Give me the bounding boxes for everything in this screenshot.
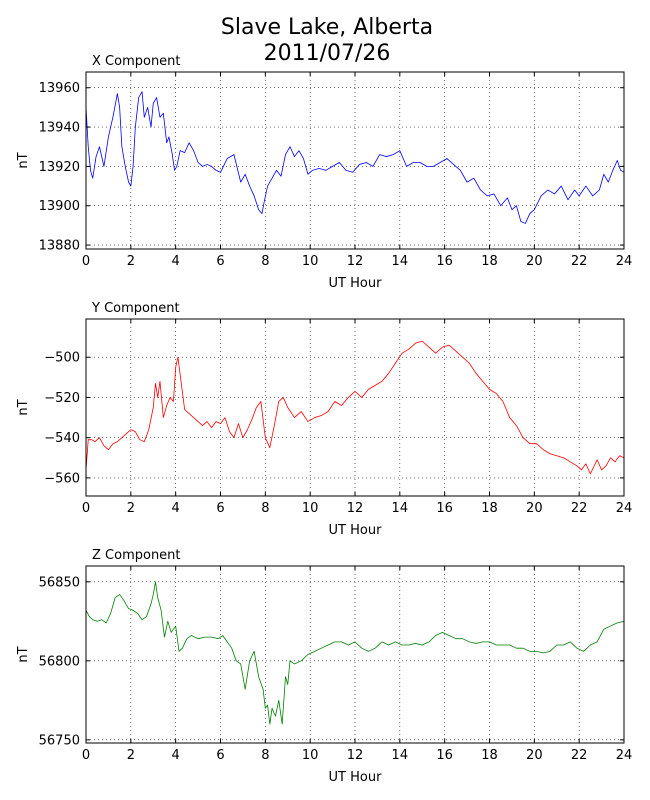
data-line-y	[85, 340, 625, 475]
x-tick-label: 18	[481, 254, 498, 269]
y-tick-label: 13940	[39, 121, 80, 136]
y-tick-label: 13880	[39, 239, 80, 254]
x-tick-label: 6	[216, 254, 224, 269]
x-tick-label: 12	[347, 748, 364, 763]
x-tick-label: 12	[347, 254, 364, 269]
figure-title-line1: Slave Lake, Alberta	[221, 15, 433, 40]
x-tick-label: 16	[436, 748, 453, 763]
y-axis-label: nT	[16, 646, 31, 662]
x-tick-label: 12	[347, 501, 364, 516]
x-tick-label: 14	[392, 748, 409, 763]
y-tick-label: 13960	[39, 81, 80, 96]
x-tick-label: 24	[616, 254, 633, 269]
x-tick-label: 22	[571, 254, 588, 269]
y-axis-label: nT	[16, 399, 31, 415]
x-tick-label: 18	[481, 748, 498, 763]
x-tick-label: 2	[127, 501, 135, 516]
x-tick-label: 8	[261, 254, 269, 269]
data-line-z	[85, 581, 625, 725]
x-tick-label: 18	[481, 501, 498, 516]
x-tick-label: 2	[127, 748, 135, 763]
x-tick-label: 4	[172, 748, 180, 763]
x-tick-label: 4	[172, 254, 180, 269]
panels-group: 0 2 4 6 8 10 12 14 16 18 20 22 241388013900139201394…	[16, 54, 632, 785]
x-tick-label: 14	[392, 501, 409, 516]
x-tick-label: 24	[616, 748, 633, 763]
x-tick-label: 6	[216, 501, 224, 516]
x-tick-label: 24	[616, 501, 633, 516]
x-tick-label: 0	[82, 748, 90, 763]
x-tick-label: 10	[302, 501, 319, 516]
y-tick-label: −520	[44, 391, 80, 406]
data-line-x	[85, 91, 625, 224]
x-tick-label: 16	[436, 501, 453, 516]
panel-x-component: 0 2 4 6 8 10 12 14 16 18 20 22 241388013900139201394…	[16, 54, 632, 291]
x-tick-label: 20	[526, 748, 543, 763]
panel-title: X Component	[92, 54, 181, 69]
x-tick-label: 10	[302, 748, 319, 763]
y-tick-label: −500	[44, 351, 80, 366]
x-axis-label: UT Hour	[329, 276, 383, 291]
x-tick-label: 22	[571, 501, 588, 516]
y-axis-label: nT	[16, 152, 31, 168]
x-tick-label: 6	[216, 748, 224, 763]
x-axis-label: UT Hour	[329, 770, 383, 785]
x-tick-label: 2	[127, 254, 135, 269]
x-tick-label: 22	[571, 748, 588, 763]
y-tick-label: 56800	[39, 654, 80, 669]
y-tick-label: 13920	[39, 160, 80, 175]
x-tick-label: 14	[392, 254, 409, 269]
panel-title: Y Component	[91, 301, 180, 316]
x-tick-label: 8	[261, 748, 269, 763]
x-tick-label: 4	[172, 501, 180, 516]
y-tick-label: 13900	[39, 199, 80, 214]
x-axis-label: UT Hour	[329, 523, 383, 538]
x-tick-label: 20	[526, 501, 543, 516]
x-tick-label: 10	[302, 254, 319, 269]
x-tick-label: 8	[261, 501, 269, 516]
y-tick-label: 56750	[39, 733, 80, 748]
panel-title: Z Component	[92, 548, 181, 563]
x-tick-label: 16	[436, 254, 453, 269]
x-tick-label: 20	[526, 254, 543, 269]
y-tick-label: −540	[44, 431, 80, 446]
x-tick-label: 0	[82, 254, 90, 269]
y-tick-label: −560	[44, 471, 80, 486]
figure-title-line2: 2011/07/26	[264, 41, 391, 66]
y-tick-label: 56850	[39, 575, 80, 590]
x-tick-label: 0	[82, 501, 90, 516]
